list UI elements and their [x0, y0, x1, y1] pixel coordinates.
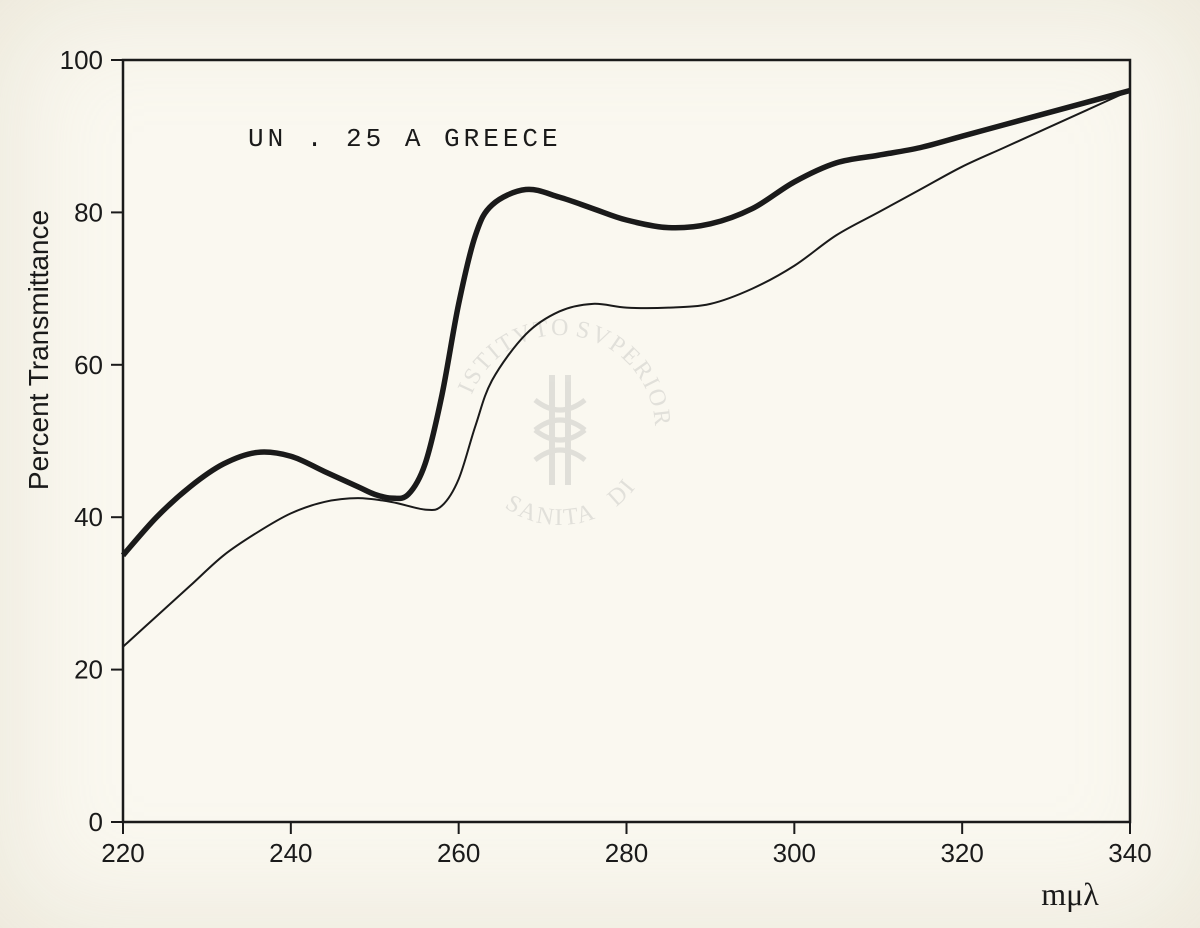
x-tick-label: 300: [773, 838, 816, 868]
y-tick-label: 100: [60, 45, 103, 75]
plot-frame: [123, 60, 1130, 822]
watermark-right: DI: [603, 474, 642, 512]
x-tick-label: 280: [605, 838, 648, 868]
y-tick-label: 20: [74, 655, 103, 685]
paper-background: ISTITVTO SVPERIORE DI SANITA 0 20 40 60 80 10…: [0, 0, 1200, 928]
y-tick-label: 80: [74, 197, 103, 227]
y-tick-label: 60: [74, 350, 103, 380]
x-axis: 220 240 260 280 300 320 340: [101, 822, 1151, 868]
x-tick-label: 220: [101, 838, 144, 868]
y-axis: 0 20 40 60 80 100: [60, 45, 123, 837]
chart-svg: ISTITVTO SVPERIORE DI SANITA 0 20 40 60 80 10…: [0, 0, 1200, 928]
x-tick-label: 320: [940, 838, 983, 868]
watermark: ISTITVTO SVPERIORE DI SANITA: [453, 315, 675, 531]
y-tick-label: 40: [74, 502, 103, 532]
y-axis-label: Percent Transmittance: [23, 210, 54, 490]
x-tick-label: 260: [437, 838, 480, 868]
watermark-bottom: SANITA: [501, 490, 599, 531]
x-axis-label: mμλ: [1041, 876, 1099, 912]
svg-text:SANITA: SANITA: [501, 490, 599, 531]
x-tick-label: 340: [1108, 838, 1151, 868]
y-tick-label: 0: [89, 807, 103, 837]
svg-text:DI: DI: [603, 474, 642, 512]
x-tick-label: 240: [269, 838, 312, 868]
chart-annotation: UN . 25 A GREECE: [248, 124, 562, 154]
